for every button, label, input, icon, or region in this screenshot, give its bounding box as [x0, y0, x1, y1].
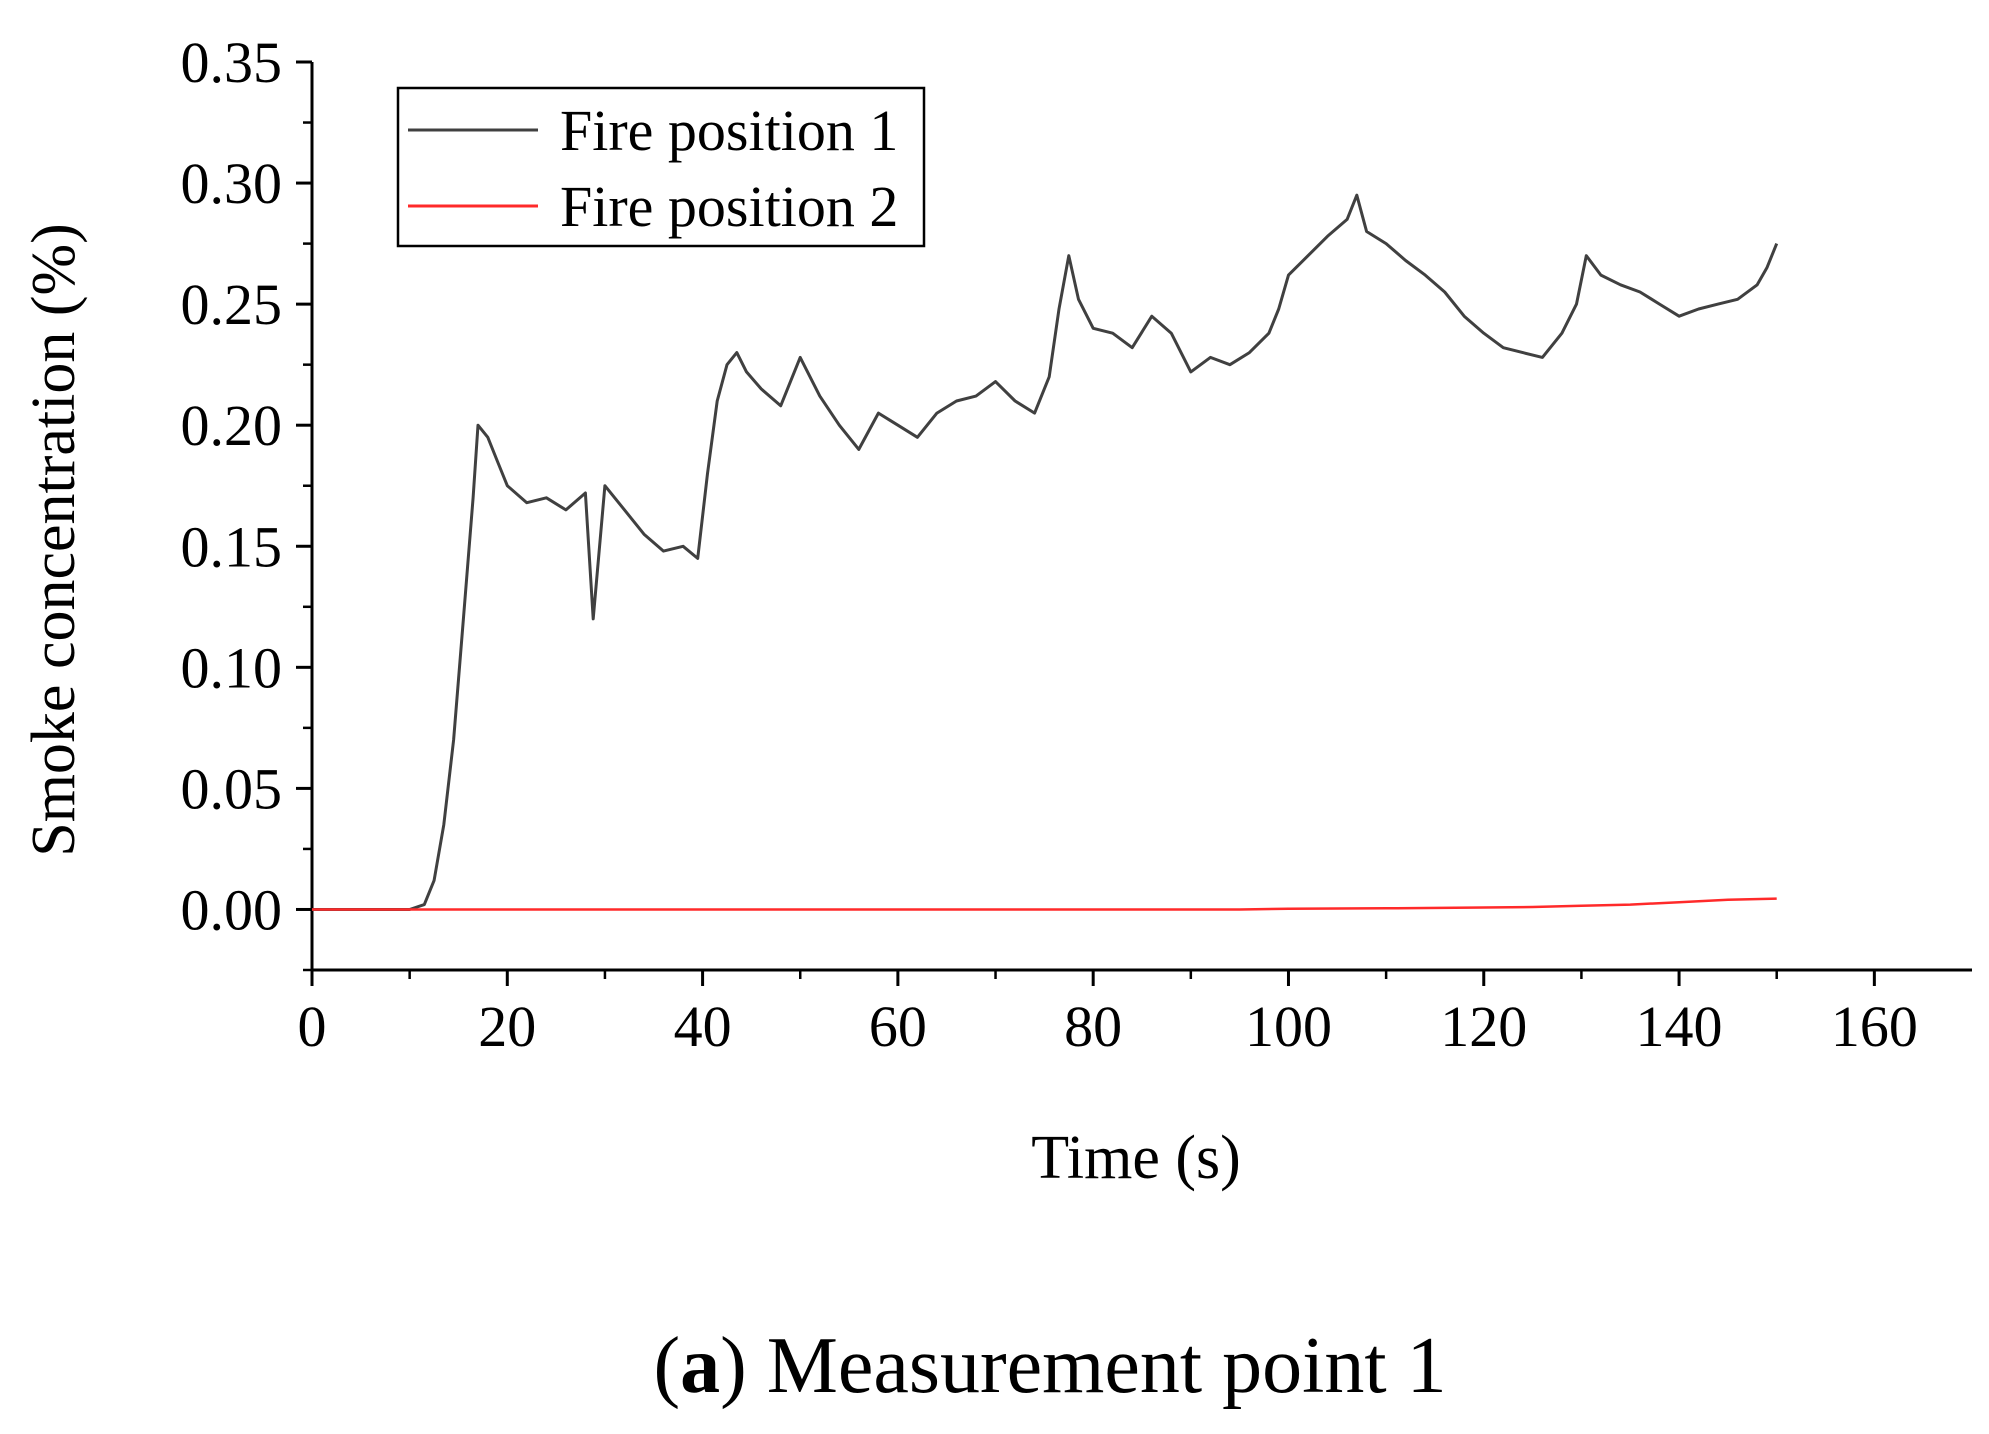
y-tick-label: 0.15: [181, 514, 283, 579]
figure-caption: (a) Measurement point 1: [653, 1322, 1446, 1410]
legend-label-1: Fire position 1: [560, 98, 898, 163]
y-tick-label: 0.20: [181, 393, 283, 458]
y-tick-label: 0.10: [181, 635, 283, 700]
x-tick-label: 20: [478, 994, 536, 1059]
x-tick-label: 0: [298, 994, 327, 1059]
x-tick-label: 80: [1064, 994, 1122, 1059]
y-axis-ticks: 0.00 0.05 0.10 0.15 0.20 0.25 0.30 0.35: [181, 30, 312, 972]
plot-area: [312, 193, 1779, 911]
series-line-1: [312, 193, 1779, 911]
x-tick-label: 40: [674, 994, 732, 1059]
y-tick-label: 0.05: [181, 756, 283, 821]
caption-label: a: [680, 1322, 720, 1410]
x-tick-label: 60: [869, 994, 927, 1059]
y-axis-title: Smoke concentration (%): [20, 223, 88, 857]
x-tick-label: 140: [1636, 994, 1723, 1059]
x-tick-label: 100: [1245, 994, 1332, 1059]
x-tick-label: 120: [1440, 994, 1527, 1059]
y-tick-label: 0.35: [181, 30, 283, 95]
legend-label-2: Fire position 2: [560, 174, 898, 239]
y-tick-label: 0.00: [181, 877, 283, 942]
y-tick-label: 0.30: [181, 151, 283, 216]
caption-text: Measurement point 1: [747, 1322, 1447, 1410]
y-tick-label: 0.25: [181, 272, 283, 337]
x-axis-ticks: 0 20 40 60 80 100 120 140 160: [298, 970, 1918, 1059]
axes: [310, 62, 1972, 972]
x-axis-title: Time (s): [1031, 1124, 1241, 1192]
legend-box: [396, 86, 926, 248]
series-line-2: [312, 897, 1777, 911]
legend: Fire position 1 Fire position 2: [396, 86, 926, 248]
x-tick-label: 160: [1831, 994, 1918, 1059]
